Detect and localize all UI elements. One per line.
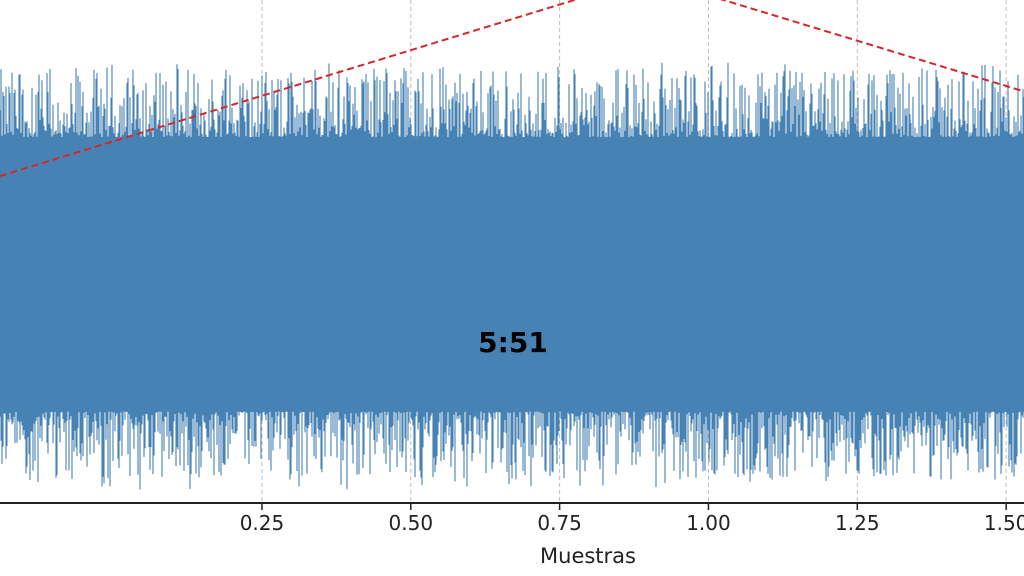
x-tick-label-1: 0.50	[389, 511, 434, 535]
x-tick-label-3: 1.00	[686, 511, 731, 535]
x-tick-label-0: 0.25	[240, 511, 285, 535]
x-ticks: 0.25 0.50 0.75 1.00 1.25 1.50	[240, 503, 1024, 535]
trend-lines	[0, 0, 1024, 178]
x-tick-label-4: 1.25	[835, 511, 880, 535]
annotation-label: 5:51	[478, 326, 548, 359]
x-tick-label-2: 0.75	[537, 511, 582, 535]
waveform-body	[0, 137, 1024, 412]
trend-line-0	[0, 0, 578, 178]
x-tick-label-5: 1.50	[984, 511, 1024, 535]
trend-line-1	[720, 0, 1024, 93]
x-axis-label: Muestras	[540, 544, 636, 568]
waveform-series	[0, 62, 1024, 490]
